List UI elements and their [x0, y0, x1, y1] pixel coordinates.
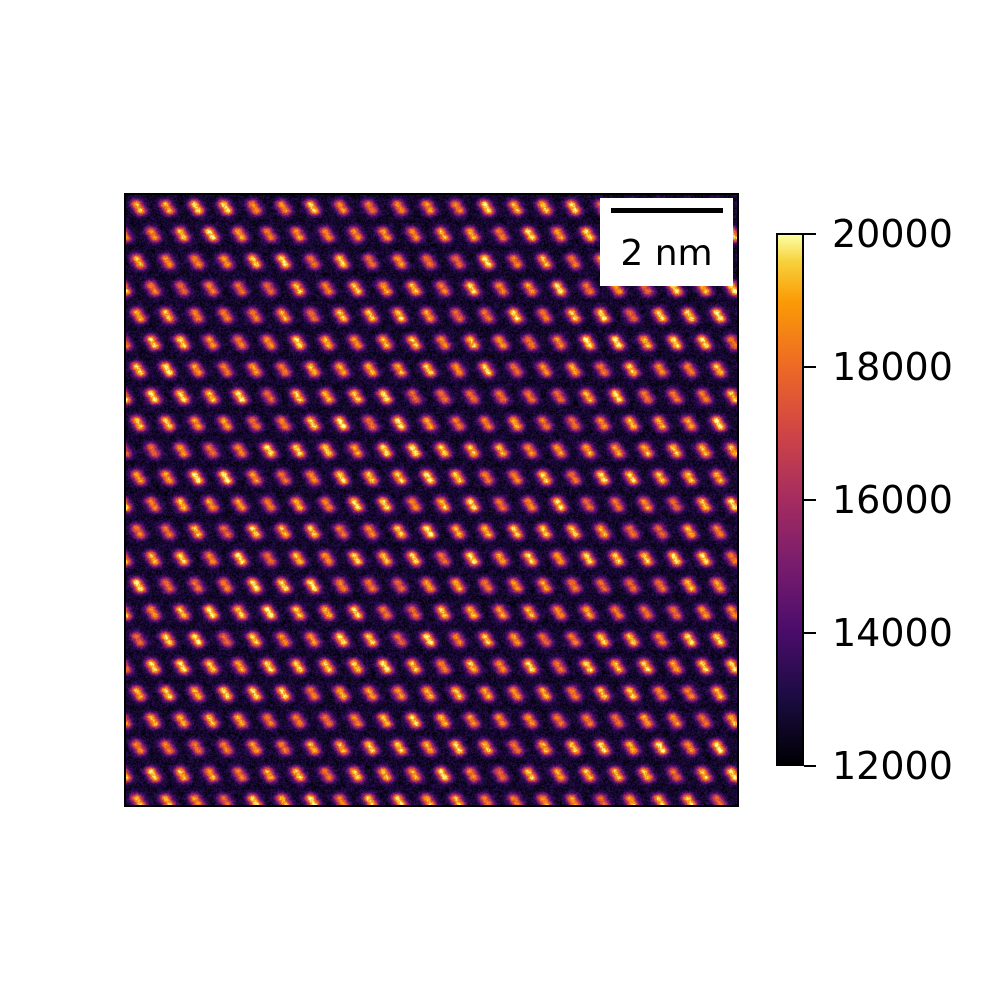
colorbar-tick-label: 12000: [832, 744, 953, 788]
colorbar-tick-label: 20000: [832, 212, 953, 256]
colorbar-tick: [804, 632, 816, 634]
colorbar-tick-label: 14000: [832, 611, 953, 655]
scale-bar: 2 nm: [600, 198, 733, 286]
colorbar-tick-label: 18000: [832, 345, 953, 389]
colorbar-tick-label: 16000: [832, 478, 953, 522]
colorbar-tick: [804, 765, 816, 767]
colorbar-tick: [804, 233, 816, 235]
colorbar-tick: [804, 366, 816, 368]
lattice-canvas: [126, 195, 737, 805]
colorbar: [776, 233, 804, 766]
atomic-lattice-image: 2 nm: [124, 193, 739, 807]
colorbar-tick: [804, 499, 816, 501]
scale-bar-line: [611, 208, 723, 213]
scale-bar-label: 2 nm: [620, 233, 713, 274]
